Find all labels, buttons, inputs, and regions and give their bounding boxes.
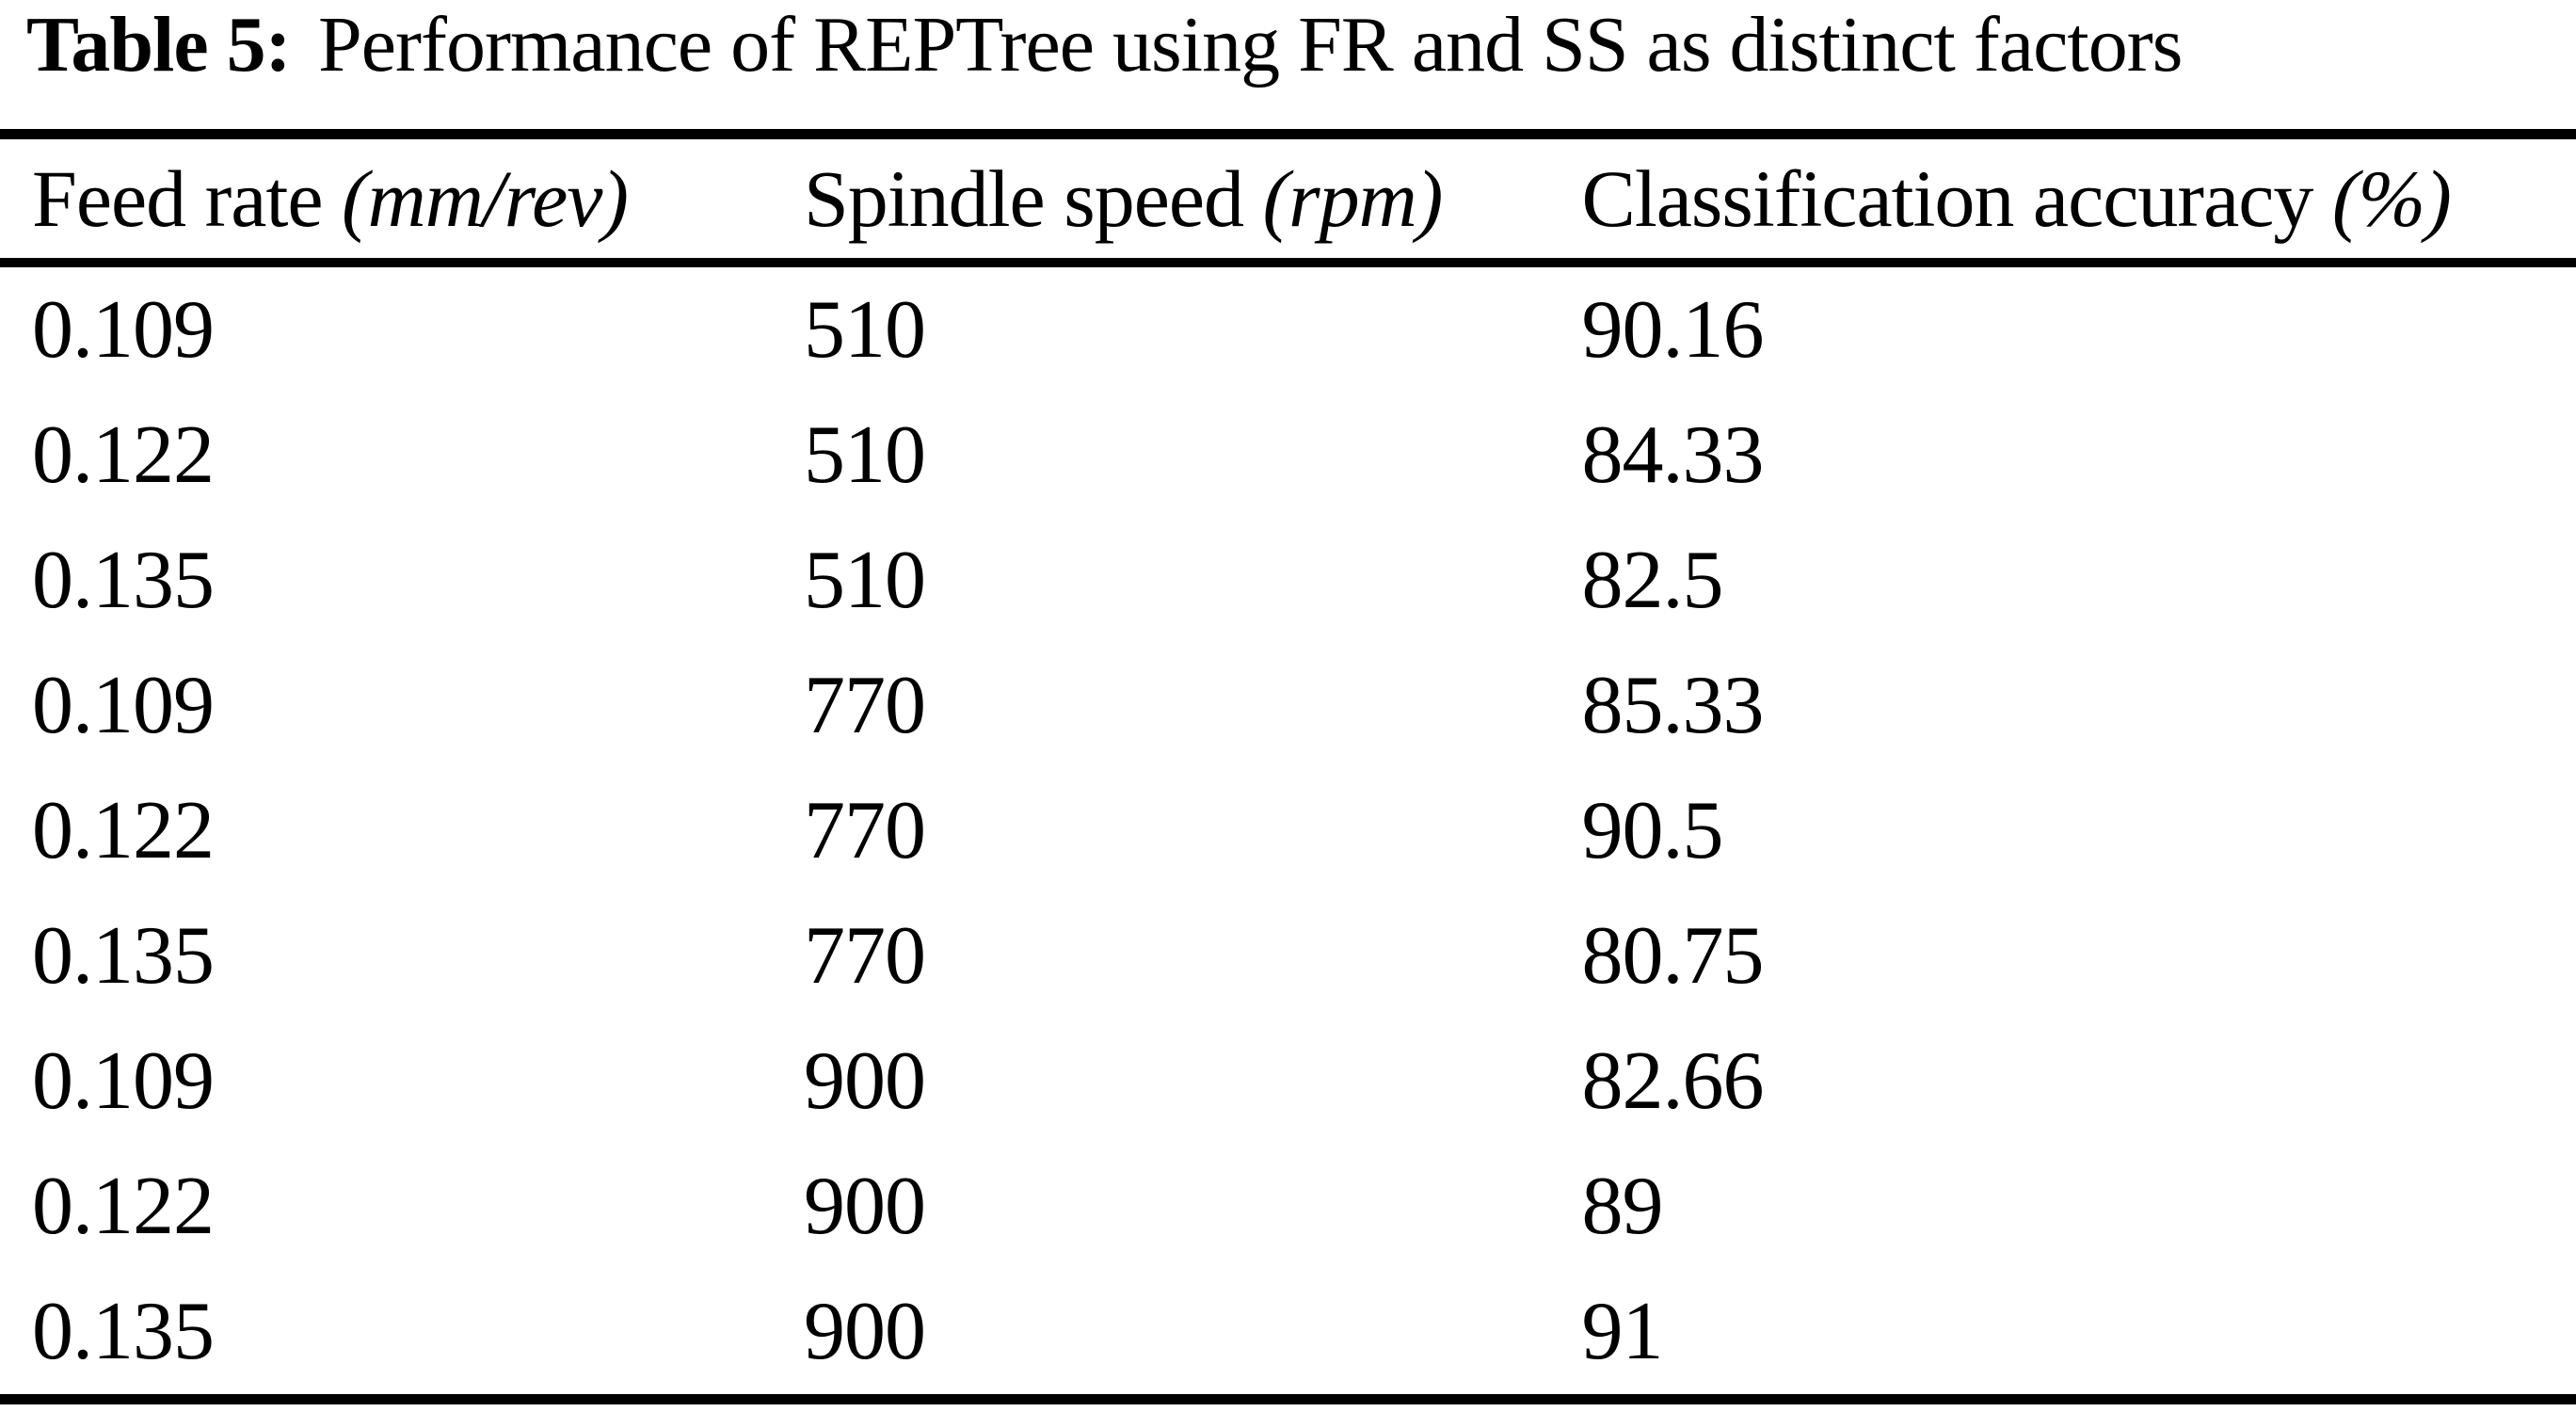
cell-accuracy: 89 [1581,1161,1664,1252]
header-feed-rate-unit: (mm/rev) [342,153,629,244]
cell-accuracy: 90.5 [1581,785,1724,876]
cell-accuracy: 82.5 [1581,535,1724,626]
cell-spindle-speed: 900 [803,1286,926,1377]
table-caption: Table 5: Performance of REPTree using FR … [26,0,2557,91]
table-row: 0.109 900 82.66 [0,1019,2576,1144]
table-row: 0.122 900 89 [0,1144,2576,1269]
table-row: 0.122 770 90.5 [0,768,2576,893]
cell-spindle-speed: 510 [803,284,926,376]
cell-spindle-speed: 770 [803,660,926,751]
table-row: 0.135 770 80.75 [0,893,2576,1019]
cell-feed-rate: 0.122 [32,1161,215,1252]
cell-accuracy: 90.16 [1581,284,1765,376]
table-header-row: Feed rate (mm/rev) Spindle speed (rpm) C… [0,134,2576,267]
header-spindle-speed-name: Spindle speed [803,153,1244,244]
cell-spindle-speed: 510 [803,409,926,501]
results-table: Feed rate (mm/rev) Spindle speed (rpm) C… [0,129,2576,1404]
cell-accuracy: 91 [1581,1286,1664,1377]
header-feed-rate: Feed rate (mm/rev) [0,134,804,267]
cell-spindle-speed: 900 [803,1161,926,1252]
cell-spindle-speed: 510 [803,535,926,626]
table-row: 0.135 900 91 [0,1269,2576,1400]
table-caption-label: Table 5: [26,1,292,88]
table-row: 0.109 770 85.33 [0,643,2576,768]
cell-accuracy: 80.75 [1581,910,1765,1002]
table-row: 0.122 510 84.33 [0,393,2576,518]
cell-spindle-speed: 770 [803,785,926,876]
table-body: 0.109 510 90.16 0.122 510 84.33 0.135 510 82.5 0.… [0,263,2576,1400]
header-classification-accuracy: Classification accuracy (%) [1581,134,2576,267]
table-caption-text: Performance of REPTree using FR and SS a… [318,1,2183,88]
cell-spindle-speed: 900 [803,1035,926,1127]
cell-spindle-speed: 770 [803,910,926,1002]
header-classification-accuracy-unit: (%) [2331,153,2452,244]
cell-feed-rate: 0.135 [32,535,215,626]
header-spindle-speed: Spindle speed (rpm) [803,134,1582,267]
table-row: 0.109 510 90.16 [0,263,2576,393]
cell-accuracy: 85.33 [1581,660,1765,751]
cell-feed-rate: 0.122 [32,409,215,501]
cell-feed-rate: 0.109 [32,660,215,751]
cell-feed-rate: 0.122 [32,785,215,876]
header-classification-accuracy-name: Classification accuracy [1581,153,2314,244]
header-spindle-speed-unit: (rpm) [1262,153,1444,244]
cell-feed-rate: 0.109 [32,1035,215,1127]
cell-feed-rate: 0.109 [32,284,215,376]
table-row: 0.135 510 82.5 [0,518,2576,643]
cell-accuracy: 84.33 [1581,409,1765,501]
cell-accuracy: 82.66 [1581,1035,1765,1127]
header-feed-rate-name: Feed rate [32,153,324,244]
cell-feed-rate: 0.135 [32,910,215,1002]
cell-feed-rate: 0.135 [32,1286,215,1377]
